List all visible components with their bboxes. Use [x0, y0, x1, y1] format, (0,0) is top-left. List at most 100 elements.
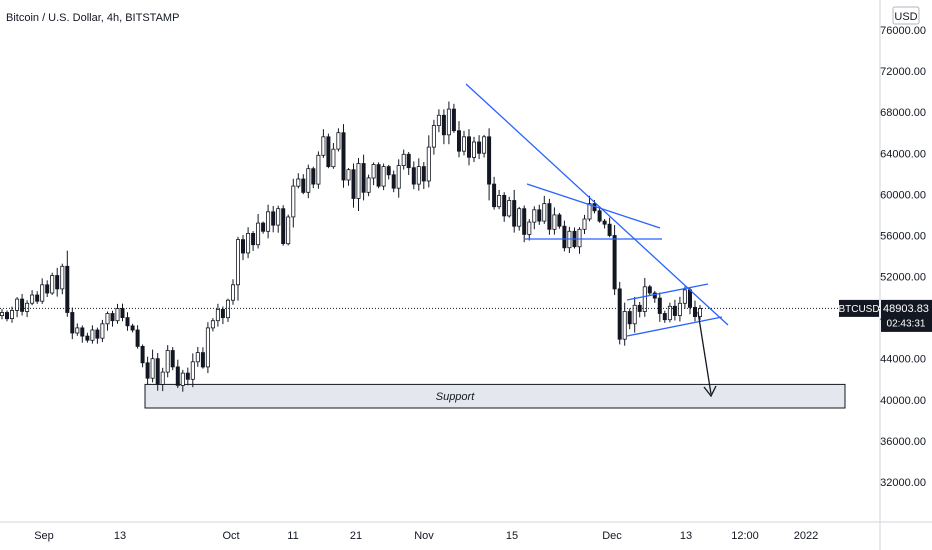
descending-trendline[interactable]	[465, 83, 729, 326]
candle	[256, 214, 261, 249]
currency-badge[interactable]: USD	[892, 6, 920, 25]
bar-countdown: 02:43:31	[887, 318, 926, 329]
candle	[542, 195, 547, 224]
time-tick: 2022	[794, 530, 818, 542]
candle	[70, 307, 75, 340]
candle	[261, 221, 266, 234]
candle	[155, 353, 160, 391]
projection-arrow-shaft	[697, 311, 712, 395]
candle	[562, 220, 567, 252]
price-tick: 52000.00	[880, 272, 926, 284]
candle	[547, 198, 552, 235]
candle	[175, 359, 180, 388]
candle	[431, 119, 436, 155]
candle	[336, 128, 341, 152]
candle	[647, 284, 652, 296]
candle	[150, 349, 155, 383]
candle	[587, 195, 592, 222]
candle	[351, 163, 356, 208]
candle	[135, 325, 140, 349]
candle	[281, 205, 286, 246]
candle	[381, 163, 386, 191]
candle	[60, 263, 65, 295]
candle	[276, 205, 281, 233]
candle	[451, 103, 456, 133]
candle	[115, 303, 120, 324]
candle	[95, 327, 100, 344]
candle	[346, 168, 351, 186]
candlestick-series	[0, 101, 703, 392]
candle	[461, 130, 466, 156]
candle	[185, 367, 190, 386]
wedge-lower-line[interactable]	[626, 316, 723, 337]
candle	[532, 206, 537, 230]
support-zone[interactable]: Support	[144, 383, 846, 409]
candle	[170, 347, 175, 371]
candle	[341, 124, 346, 188]
candle	[301, 174, 306, 195]
projection-arrow-head	[703, 385, 717, 398]
candle	[286, 214, 291, 246]
candle	[557, 212, 562, 229]
time-tick: Sep	[34, 530, 54, 542]
candle	[371, 162, 376, 186]
currency-badge-label: USD	[894, 11, 917, 23]
wedge-upper-line[interactable]	[626, 283, 709, 301]
candle	[0, 309, 5, 320]
candle	[602, 219, 607, 229]
price-tick: 32000.00	[880, 477, 926, 489]
candle	[436, 109, 441, 133]
trendlines[interactable]	[465, 83, 729, 337]
candle	[130, 323, 135, 333]
time-scale[interactable]: Sep 13 Oct 11 21 Nov 15 Dec 13 12:00 202…	[34, 530, 818, 542]
candle	[65, 250, 70, 317]
candle	[331, 143, 336, 169]
price-tick: 60000.00	[880, 189, 926, 201]
candle	[195, 347, 200, 367]
candle	[200, 347, 205, 369]
candle	[652, 290, 657, 303]
candle	[165, 345, 170, 378]
last-price-value: 48903.83	[883, 303, 929, 315]
candle	[477, 135, 482, 160]
time-tick: Nov	[414, 530, 434, 542]
candle	[190, 353, 195, 388]
price-tick: 40000.00	[880, 395, 926, 407]
candle	[321, 129, 326, 158]
projection-arrow[interactable]	[697, 311, 717, 398]
candle	[572, 227, 577, 249]
candle	[15, 297, 20, 318]
candle	[246, 227, 251, 259]
candle	[677, 296, 682, 322]
candle	[492, 176, 497, 210]
candle	[497, 189, 502, 210]
time-tick: Dec	[602, 530, 622, 542]
price-tick: 64000.00	[880, 148, 926, 160]
candle	[100, 319, 105, 343]
candle	[30, 290, 35, 306]
candle	[426, 135, 431, 188]
time-tick: 11	[287, 530, 298, 542]
candle	[180, 369, 185, 392]
candle	[306, 164, 311, 199]
candle	[225, 298, 230, 322]
candle	[612, 225, 617, 295]
candle	[75, 323, 80, 336]
flag-upper-line[interactable]	[526, 183, 661, 229]
price-tick: 56000.00	[880, 231, 926, 243]
candle	[406, 152, 411, 175]
candle	[487, 128, 492, 201]
candle	[386, 164, 391, 180]
candle	[376, 162, 381, 189]
candle	[85, 332, 90, 343]
price-tick: 68000.00	[880, 107, 926, 119]
candle	[251, 231, 256, 251]
candle	[567, 226, 572, 253]
price-scale[interactable]: 76000.00 72000.00 68000.00 64000.00 60000.00…	[880, 25, 926, 489]
candle	[552, 207, 557, 235]
candle	[456, 121, 461, 158]
candle	[597, 207, 602, 223]
candle	[627, 308, 632, 330]
candle	[230, 279, 235, 305]
